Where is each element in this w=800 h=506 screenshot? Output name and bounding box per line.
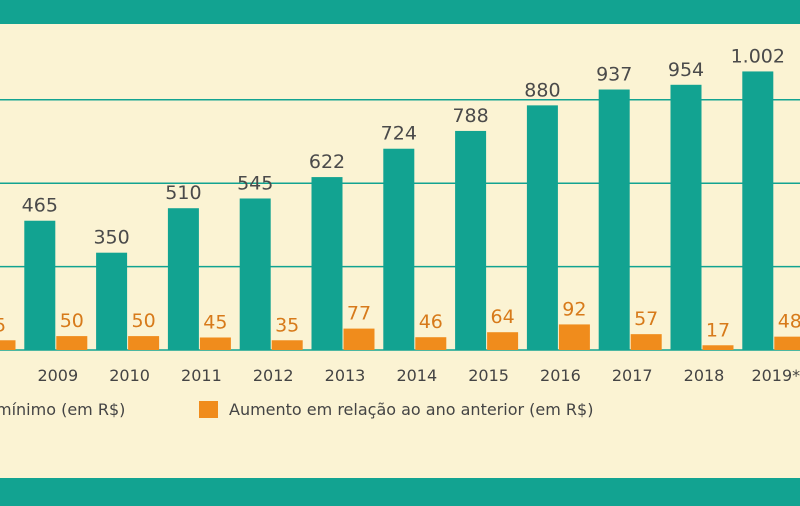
value-label-increase-2012: 35 — [275, 314, 299, 336]
value-label-main-2013: 622 — [309, 151, 345, 173]
bar-main-2016 — [526, 105, 558, 350]
bars — [0, 71, 800, 351]
bar-increase-2015 — [487, 332, 519, 350]
tick-label-2013: 2013 — [325, 366, 366, 385]
bar-main-2009 — [24, 220, 56, 350]
value-label-increase-2016: 92 — [562, 298, 586, 320]
bar-increase-2013 — [343, 328, 375, 350]
bar-main-2010 — [96, 252, 128, 350]
bar-increase-2019* — [774, 336, 800, 350]
value-label-increase-2010: 50 — [132, 310, 156, 332]
bar-increase-2016 — [558, 324, 590, 350]
value-label-increase-2008: 5 — [0, 314, 6, 336]
value-label-increase-2009: 50 — [60, 310, 84, 332]
bar-main-2018 — [670, 84, 702, 351]
tick-label-2019*: 2019* — [751, 366, 800, 385]
value-label-increase-2014: 46 — [419, 311, 443, 333]
tick-label-2014: 2014 — [396, 366, 437, 385]
top-band — [0, 0, 800, 24]
bar-increase-2011 — [199, 337, 231, 350]
value-label-main-2016: 880 — [524, 79, 560, 101]
bar-chart: 5 465 50 350 50 510 45 545 35 622 77 724 46 788 64 880 9… — [0, 45, 800, 385]
tick-label-2009: 2009 — [37, 366, 78, 385]
bar-main-2015 — [455, 130, 487, 350]
value-label-increase-2011: 45 — [203, 311, 227, 333]
bar-increase-2010 — [128, 336, 160, 350]
legend-increase-label: Aumento em relação ao ano anterior (em R… — [229, 400, 594, 419]
value-label-increase-2015: 64 — [491, 306, 515, 328]
bar-increase-2008 — [0, 340, 16, 350]
tick-label-2016: 2016 — [540, 366, 581, 385]
legend: mínimo (em R$) Aumento em relação ao ano… — [0, 398, 800, 424]
value-label-main-2010: 350 — [93, 227, 129, 249]
tick-label-2018: 2018 — [684, 366, 725, 385]
tick-label-2017: 2017 — [612, 366, 653, 385]
x-tick-labels: 2009 2010 2011 2012 2013 2014 2015 2016 2017 2018… — [37, 366, 800, 385]
tick-label-2011: 2011 — [181, 366, 222, 385]
tick-label-2015: 2015 — [468, 366, 509, 385]
value-label-increase-2017: 57 — [634, 308, 658, 330]
value-labels: 5 465 50 350 50 510 45 545 35 622 77 724 46 788 64 880 9… — [0, 45, 800, 341]
bar-main-2012 — [239, 198, 271, 350]
value-label-main-2017: 937 — [596, 64, 632, 86]
legend-main-label: mínimo (em R$) — [0, 400, 126, 419]
bar-main-2019* — [742, 71, 774, 350]
bar-main-2011 — [167, 208, 199, 350]
bar-main-2017 — [598, 89, 630, 350]
value-label-main-2012: 545 — [237, 172, 273, 194]
legend-increase-swatch — [199, 401, 218, 418]
bottom-band — [0, 478, 800, 506]
bar-increase-2012 — [271, 340, 303, 350]
value-label-main-2014: 724 — [381, 123, 417, 145]
bar-main-2013 — [311, 177, 343, 350]
tick-label-2010: 2010 — [109, 366, 150, 385]
value-label-main-2015: 788 — [452, 105, 488, 127]
bar-increase-2009 — [56, 336, 88, 350]
value-label-increase-2019*: 48 — [778, 311, 800, 333]
value-label-increase-2018: 17 — [706, 319, 730, 341]
tick-label-2012: 2012 — [253, 366, 294, 385]
bar-increase-2014 — [415, 337, 447, 350]
bar-main-2014 — [383, 148, 415, 350]
value-label-main-2011: 510 — [165, 182, 201, 204]
value-label-main-2009: 465 — [22, 195, 58, 217]
value-label-main-2019*: 1.002 — [731, 45, 785, 67]
bar-increase-2017 — [630, 334, 662, 350]
value-label-main-2018: 954 — [668, 59, 704, 81]
value-label-increase-2013: 77 — [347, 303, 371, 325]
bar-increase-2018 — [702, 345, 734, 350]
